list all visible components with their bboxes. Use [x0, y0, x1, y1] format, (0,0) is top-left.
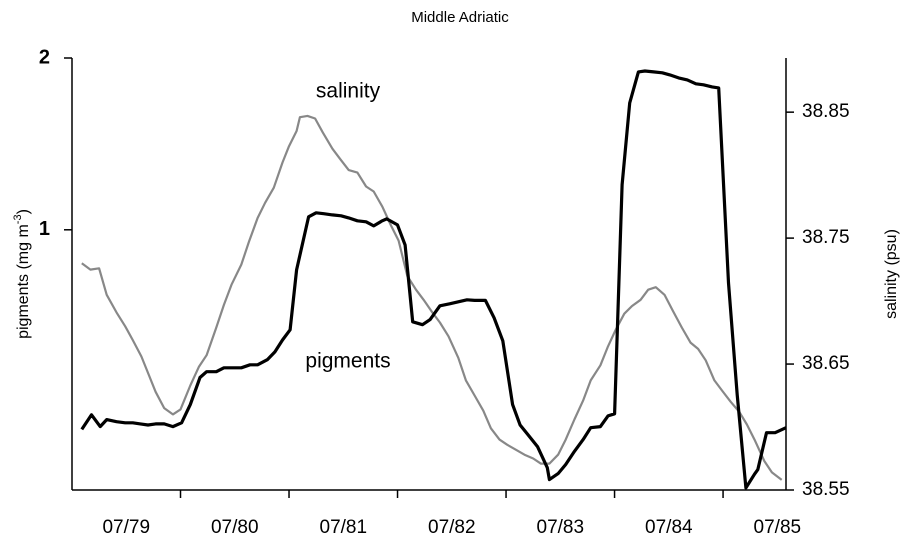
y2-tick-label: 38.75: [802, 227, 850, 248]
x-tick-label: 07/80: [211, 517, 259, 538]
x-tick-label: 07/81: [320, 517, 368, 538]
y2-tick-label: 38.65: [802, 353, 850, 374]
y2-tick-label: 38.55: [802, 479, 850, 500]
y-tick-label: 2: [39, 46, 50, 68]
x-tick-label: 07/83: [537, 517, 585, 538]
x-tick-label: 07/84: [645, 517, 693, 538]
x-tick-label: 07/82: [428, 517, 476, 538]
chart-title: Middle Adriatic: [411, 9, 509, 26]
y2-axis-label: salinity (psu): [883, 229, 900, 319]
y-axis-label: pigments (mg m-3): [12, 209, 32, 339]
annotation: salinity: [316, 80, 381, 103]
annotation: pigments: [305, 350, 390, 373]
line-salinity: [81, 114, 783, 481]
x-tick-label: 07/85: [754, 517, 802, 538]
y2-tick-label: 38.85: [802, 101, 850, 122]
line-pigments: [80, 69, 787, 490]
x-tick-label: 07/79: [102, 517, 150, 538]
y-tick-label: 1: [39, 218, 50, 240]
